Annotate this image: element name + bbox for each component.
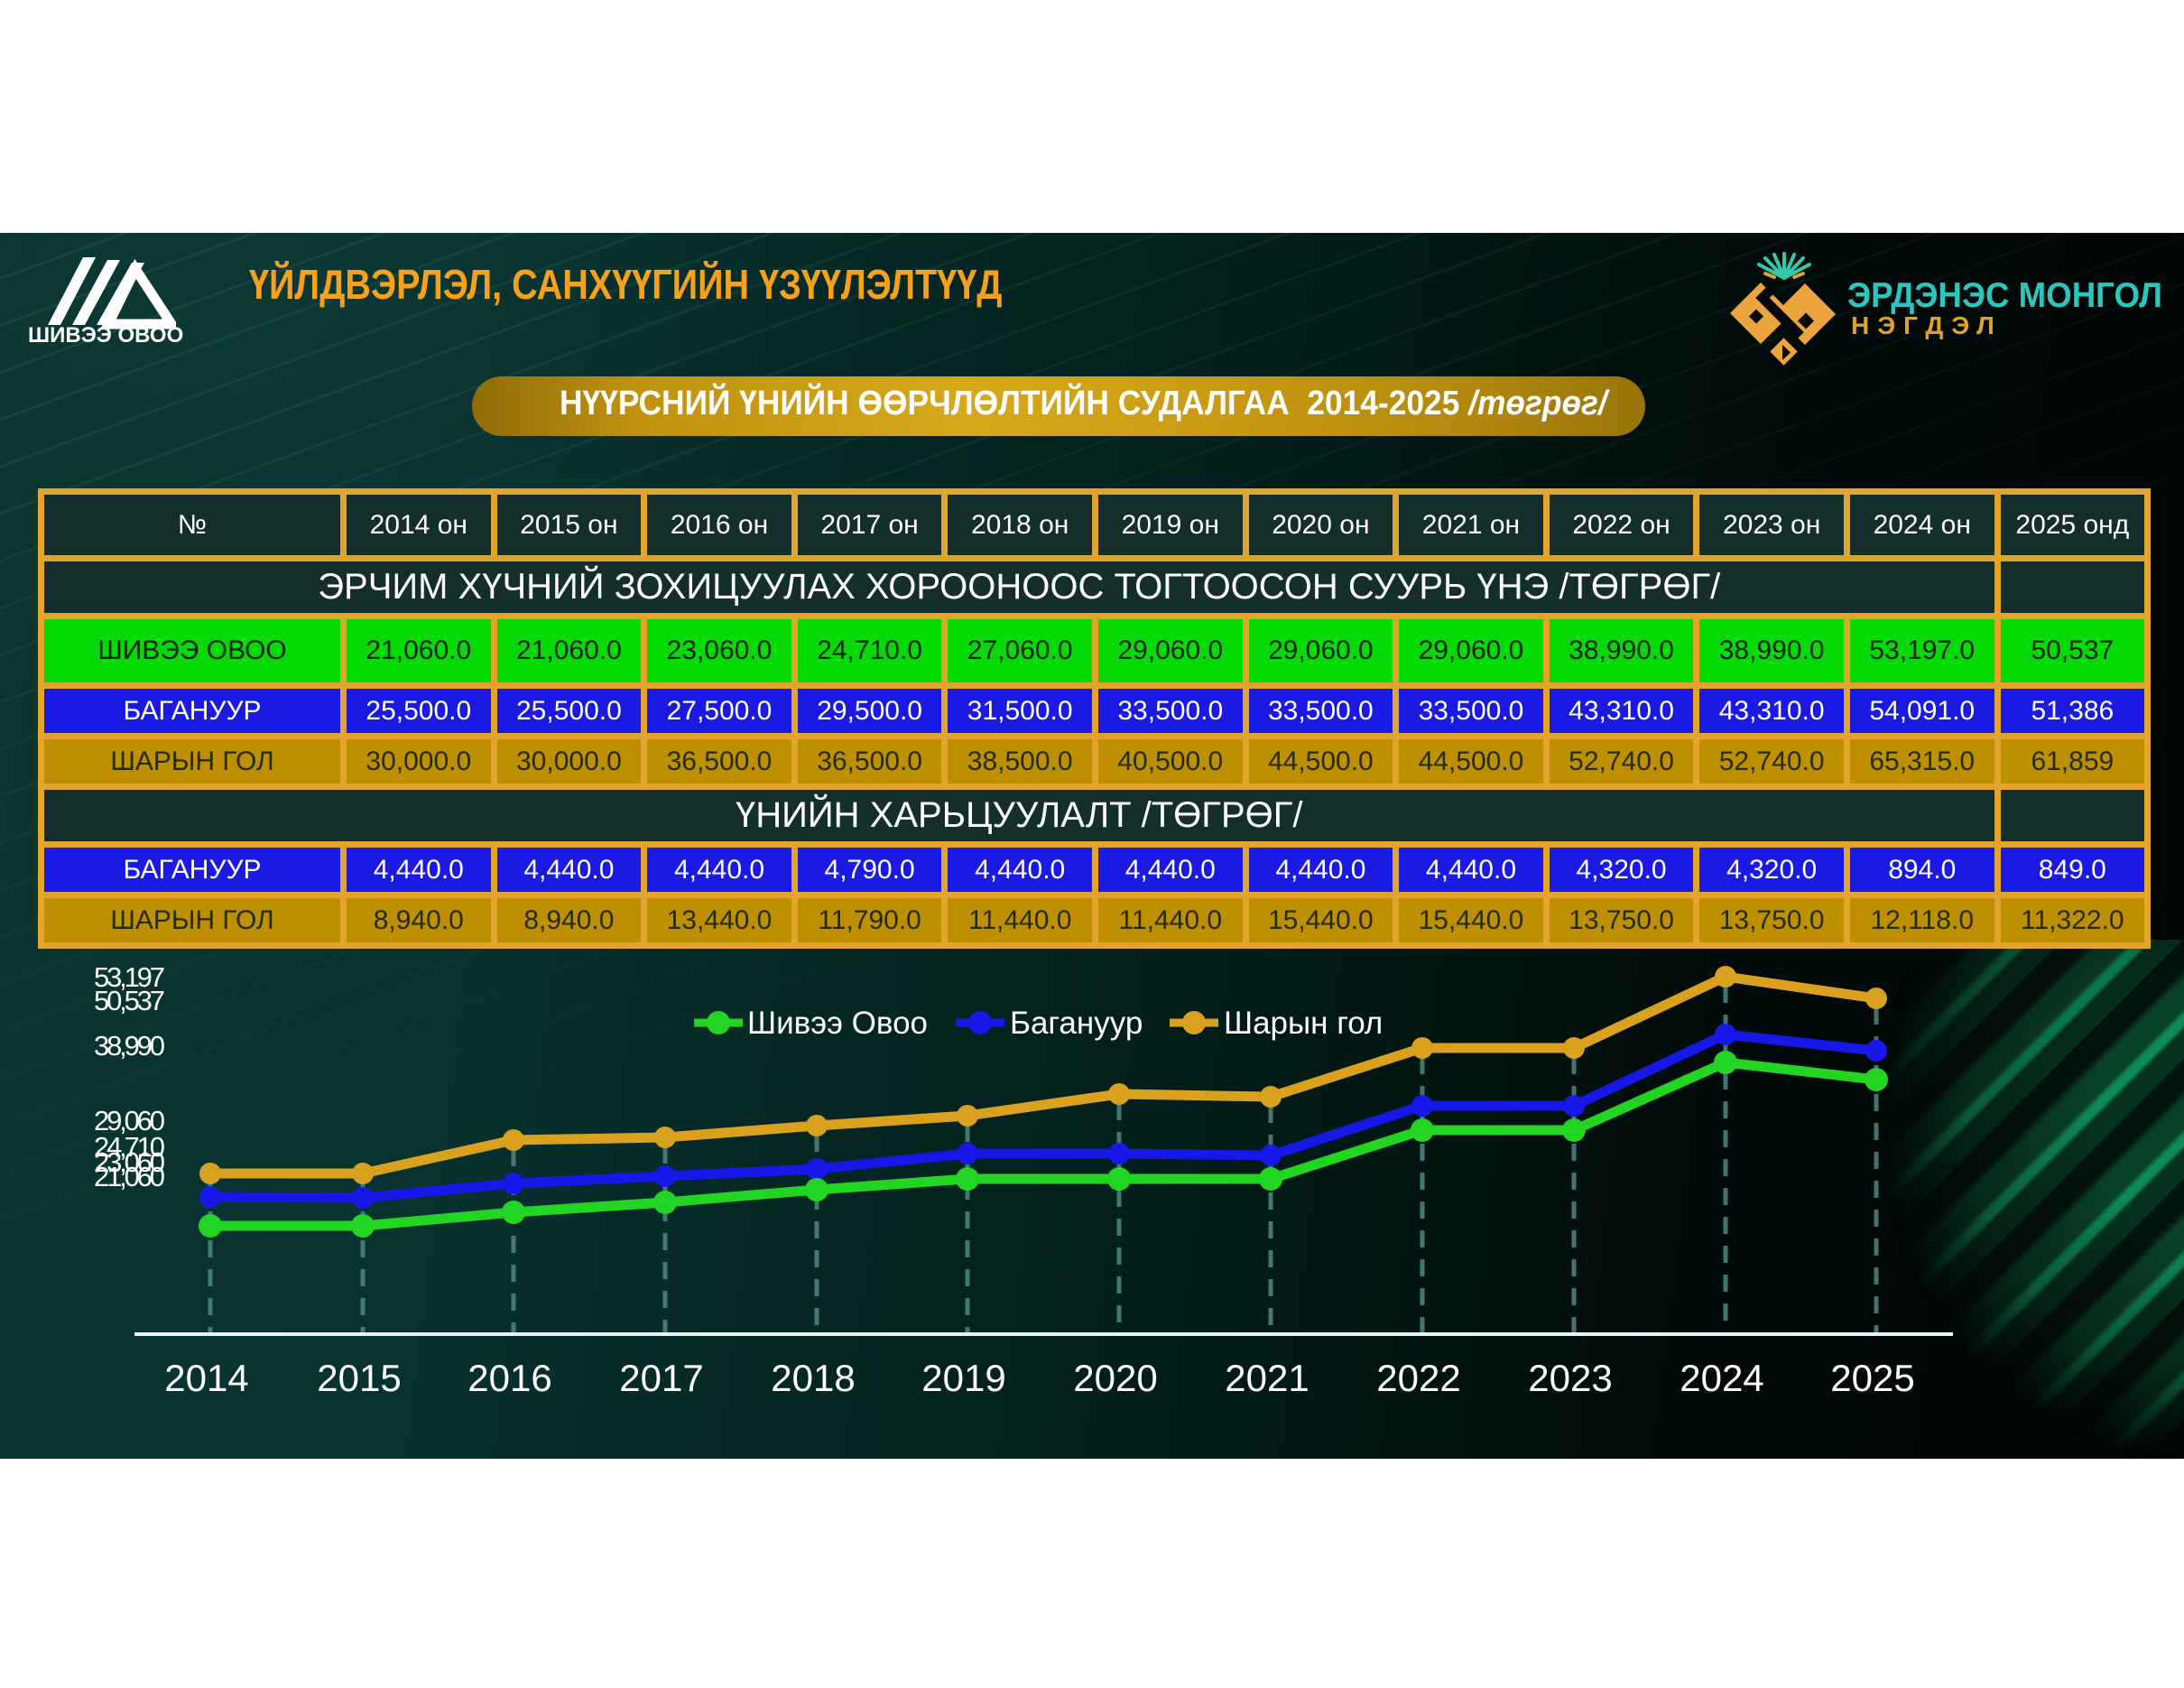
- svg-text:2018: 2018: [771, 1357, 855, 1399]
- svg-text:24,710: 24,710: [94, 1131, 165, 1163]
- svg-text:53,197: 53,197: [94, 961, 165, 993]
- svg-text:50,537: 50,537: [94, 985, 165, 1016]
- svg-text:2019: 2019: [921, 1357, 1005, 1399]
- svg-text:23,060: 23,060: [94, 1146, 165, 1178]
- svg-text:Багануур: Багануур: [1010, 1006, 1143, 1041]
- svg-text:21,060: 21,060: [94, 1161, 165, 1192]
- svg-text:2017: 2017: [619, 1357, 703, 1399]
- svg-text:2021: 2021: [1225, 1357, 1309, 1399]
- svg-text:Шарын гол: Шарын гол: [1224, 1006, 1383, 1041]
- svg-text:2016: 2016: [467, 1357, 551, 1399]
- svg-text:29,060: 29,060: [94, 1105, 165, 1136]
- svg-text:2020: 2020: [1073, 1357, 1157, 1399]
- svg-text:2025: 2025: [1830, 1357, 1914, 1399]
- svg-text:2022: 2022: [1376, 1357, 1460, 1399]
- svg-text:Шивээ Овоо: Шивээ Овоо: [747, 1006, 928, 1041]
- svg-text:2014: 2014: [164, 1357, 248, 1399]
- svg-text:38,990: 38,990: [94, 1030, 165, 1062]
- svg-text:2015: 2015: [317, 1357, 401, 1399]
- svg-text:2023: 2023: [1528, 1357, 1612, 1399]
- svg-text:2024: 2024: [1680, 1357, 1763, 1399]
